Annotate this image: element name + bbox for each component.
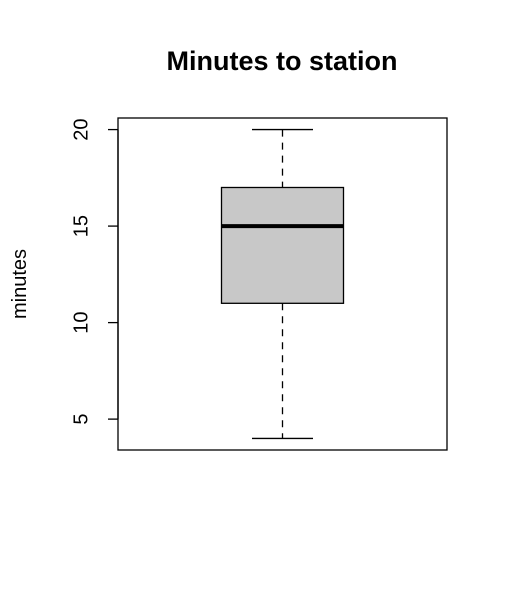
box-group [220,128,345,440]
chart-title: Minutes to station [167,46,398,76]
y-axis: 5 10 15 20 [70,118,119,425]
y-tick-label: 5 [70,414,92,425]
y-tick-label: 10 [70,311,92,333]
box-iqr [220,186,345,304]
y-tick-label: 15 [70,215,92,237]
y-axis-label: minutes [9,249,31,319]
y-tick-label: 20 [70,118,92,140]
